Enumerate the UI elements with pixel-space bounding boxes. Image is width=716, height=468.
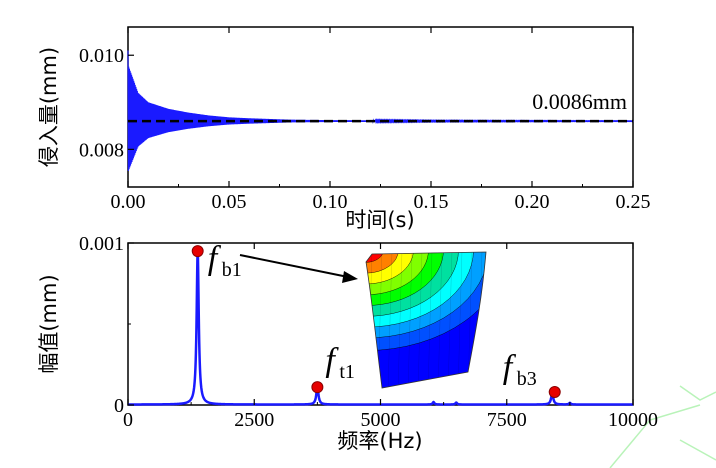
- contour-band: [366, 252, 414, 285]
- x-tick-label: 0.10: [313, 191, 348, 213]
- peak-label: f: [208, 240, 222, 277]
- x-tick-label: 0.15: [414, 191, 449, 213]
- y-ticks: 0.008 0.010: [79, 45, 134, 161]
- peak-marker: [311, 381, 324, 394]
- x-tick-label: 0: [123, 409, 133, 431]
- mesh-line: [427, 252, 433, 388]
- contour-band: [366, 252, 486, 339]
- peak-label: f: [325, 342, 339, 379]
- x-tick-label: 2500: [234, 409, 274, 431]
- peak-marker: [548, 386, 561, 399]
- mesh-line: [417, 252, 423, 388]
- peak-label-subscript: b3: [517, 368, 537, 390]
- mesh-line: [407, 252, 413, 388]
- y-tick-label: 0.010: [79, 45, 124, 67]
- peak-label-subscript: t1: [339, 361, 355, 383]
- x-tick-label: 0.05: [212, 191, 247, 213]
- peak-label: f: [503, 349, 517, 386]
- x-tick-label: 10000: [608, 409, 658, 431]
- mesh-line: [397, 252, 403, 388]
- y-axis-label: 幅值(mm): [37, 274, 61, 373]
- y-tick-label: 0: [114, 395, 124, 417]
- contour-band: [366, 252, 399, 274]
- x-tick-label: 0.00: [111, 191, 146, 213]
- reference-line-label: 0.0086mm: [532, 89, 627, 114]
- x-tick-label: 0.25: [616, 191, 651, 213]
- x-tick-label: 7500: [487, 409, 527, 431]
- x-axis-label: 时间(s): [345, 208, 414, 232]
- x-tick-label: 0.20: [515, 191, 550, 213]
- peak-marker: [191, 245, 204, 258]
- y-tick-label: 0.001: [79, 233, 124, 255]
- y-axis-label: 侵入量(mm): [37, 47, 61, 167]
- contour-band: [366, 252, 486, 351]
- mesh-line: [387, 252, 393, 388]
- y-tick-label: 0.008: [79, 139, 124, 161]
- watermark-lines: [609, 385, 716, 468]
- peak-markers: f b1f t1 f b3: [191, 240, 561, 399]
- arrow-icon: [239, 254, 358, 283]
- y-ticks: 0 0.001: [79, 233, 134, 417]
- mesh-line: [447, 252, 453, 388]
- x-axis-label: 频率(Hz): [337, 429, 422, 453]
- contour-band: [366, 252, 384, 263]
- peak-label-subscript: b1: [222, 259, 242, 281]
- x-tick-label: 5000: [361, 409, 401, 431]
- time-domain-panel: 0.0086mm 0.00 0.05 0.10 0.15 0.20 0.25 0.0080…: [37, 26, 651, 232]
- mesh-line: [457, 252, 463, 388]
- x-ticks: 0.00 0.05 0.10 0.15 0.20 0.25: [111, 27, 651, 213]
- x-ticks: 0 2500 5000 7500 10000: [123, 243, 658, 431]
- mesh-line: [437, 252, 443, 388]
- frequency-domain-panel: f b1f t1 f b3 0 2500 5000 7500 10000 00.001 频率(H…: [37, 233, 658, 453]
